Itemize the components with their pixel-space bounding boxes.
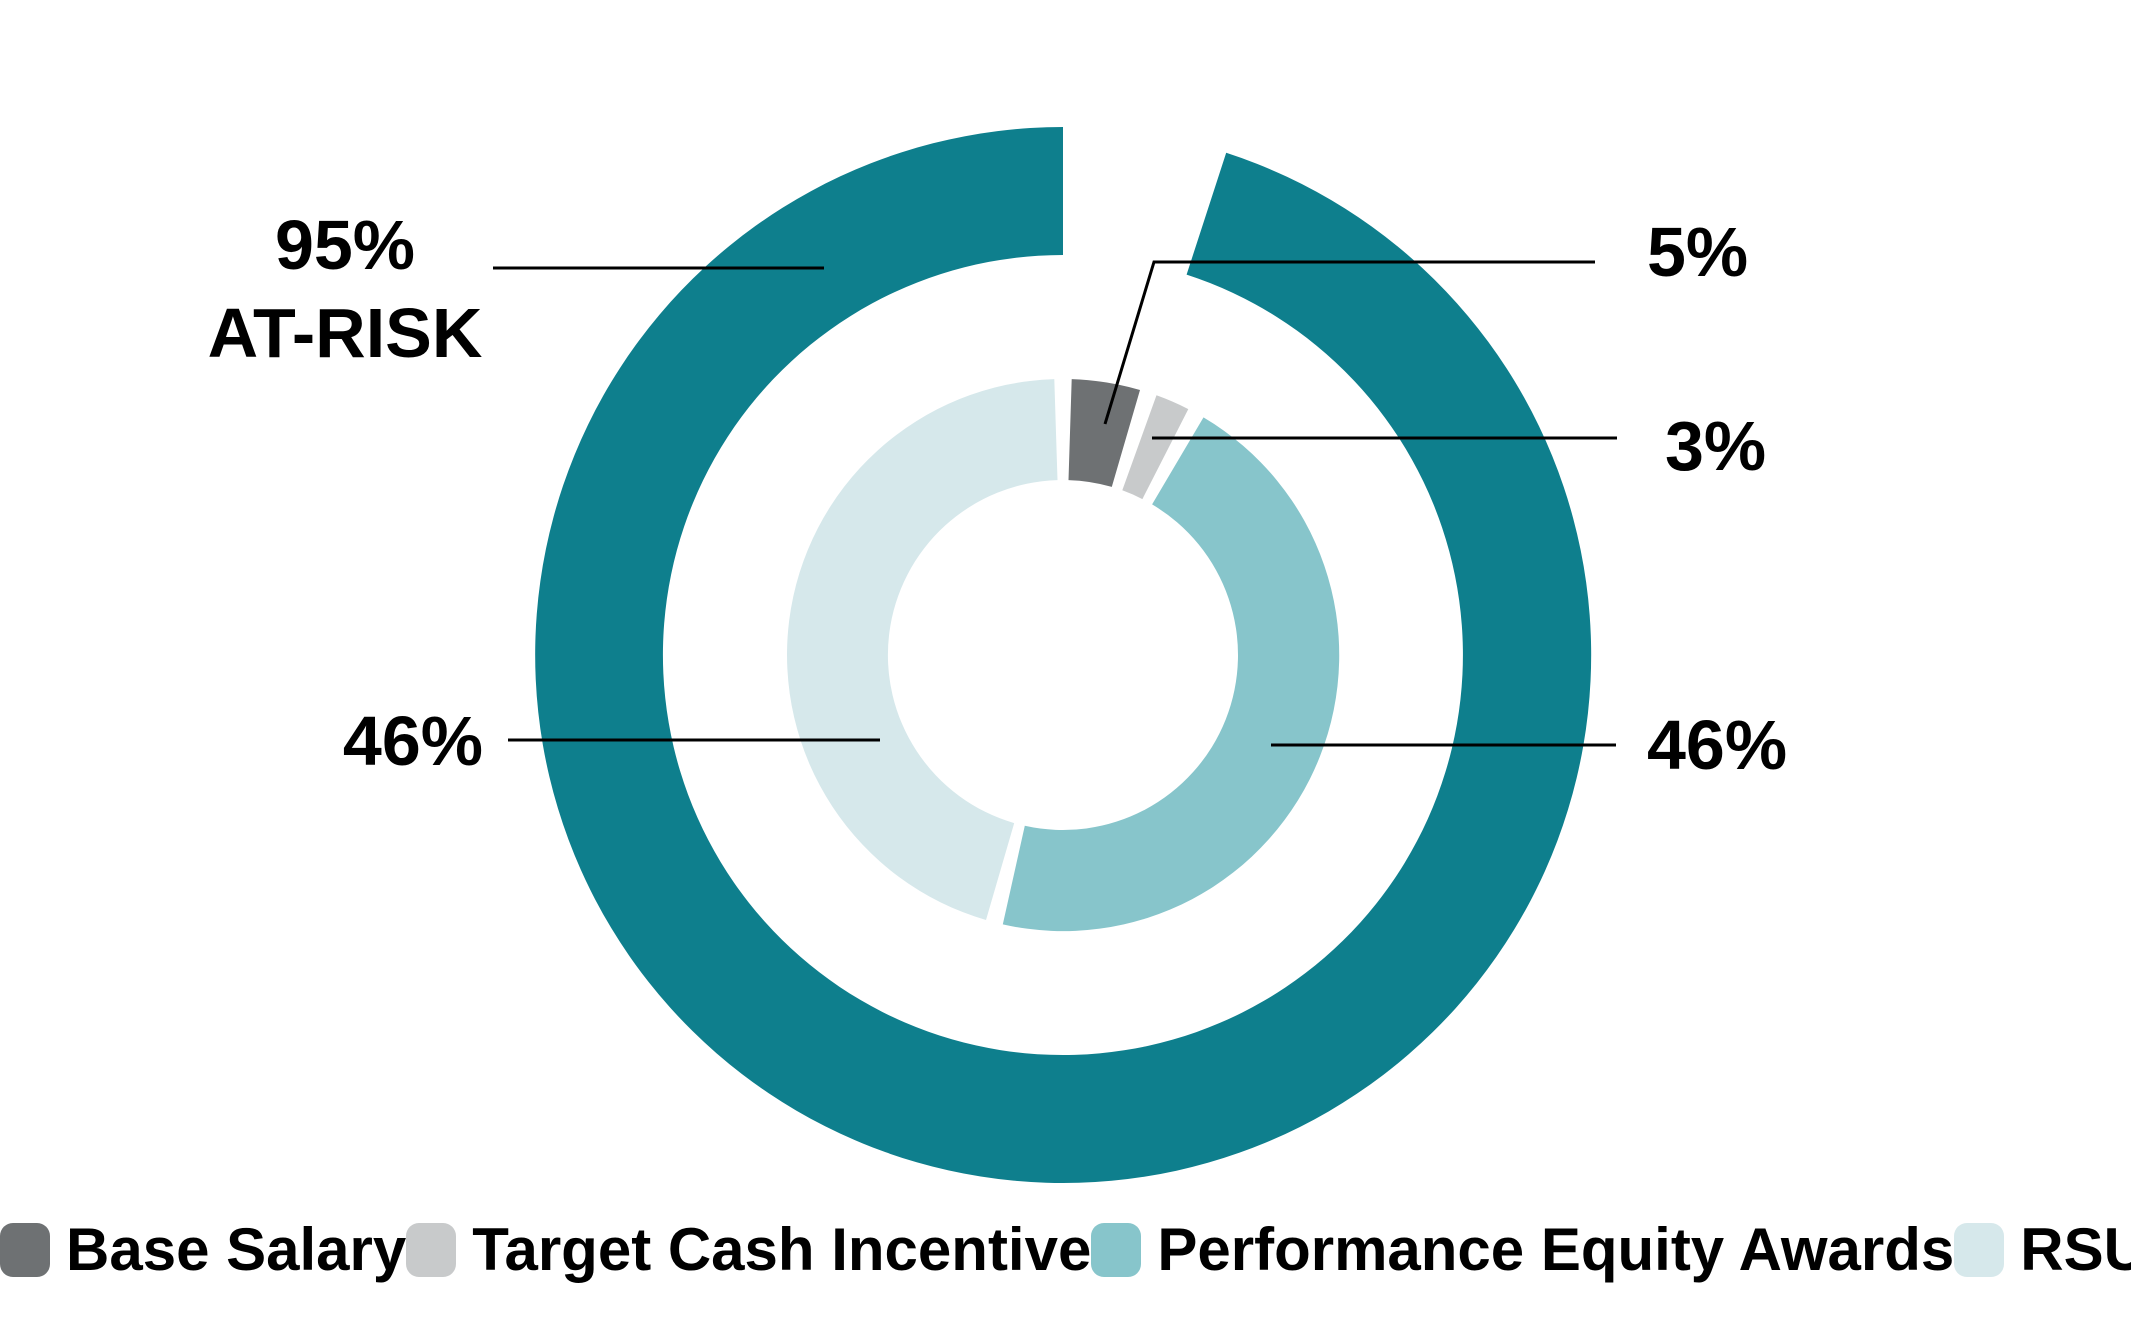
legend-item-rsus: RSUs: [1954, 1215, 2131, 1284]
outer-ring-at-risk: [535, 127, 1592, 1183]
label-at-risk: 95% AT-RISK: [145, 201, 545, 377]
at-risk-percentage: 95%: [274, 206, 416, 284]
leader-line-base-salary: [1103, 260, 1595, 425]
inner-slice-performance-equity-awards: [1002, 417, 1340, 932]
legend-item-performance-equity-awards: Performance Equity Awards: [1091, 1215, 1954, 1284]
outer-ring-arc-at-risk: [535, 127, 1592, 1183]
at-risk-caption: AT-RISK: [207, 294, 483, 372]
legend-item-target-cash-incentive: Target Cash Incentive: [406, 1215, 1091, 1284]
legend-label: RSUs: [2020, 1216, 2131, 1283]
legend-swatch-icon: [0, 1222, 50, 1277]
legend-swatch-icon: [1954, 1222, 2005, 1277]
label-rsus-percentage: 46%: [342, 702, 483, 780]
label-target-cash-incentive-percentage: 3%: [1665, 407, 1767, 485]
legend-label: Performance Equity Awards: [1157, 1216, 1955, 1283]
inner-ring-pay-components: [787, 379, 1340, 932]
label-base-salary-percentage: 5%: [1647, 213, 1749, 291]
legend-label: Base Salary: [66, 1216, 407, 1283]
legend: Base Salary Target Cash Incentive Performa…: [0, 1215, 2131, 1284]
legend-item-base-salary: Base Salary: [0, 1215, 406, 1284]
inner-slice-rsus: [787, 379, 1058, 921]
inner-slice-base-salary: [1068, 379, 1140, 487]
legend-swatch-icon: [406, 1222, 457, 1277]
inner-slice-target-cash-incentive: [1122, 395, 1189, 500]
leader-lines: [493, 260, 1617, 747]
label-performance-equity-percentage: 46%: [1647, 706, 1788, 784]
legend-label: Target Cash Incentive: [472, 1216, 1092, 1283]
legend-swatch-icon: [1091, 1222, 1142, 1277]
